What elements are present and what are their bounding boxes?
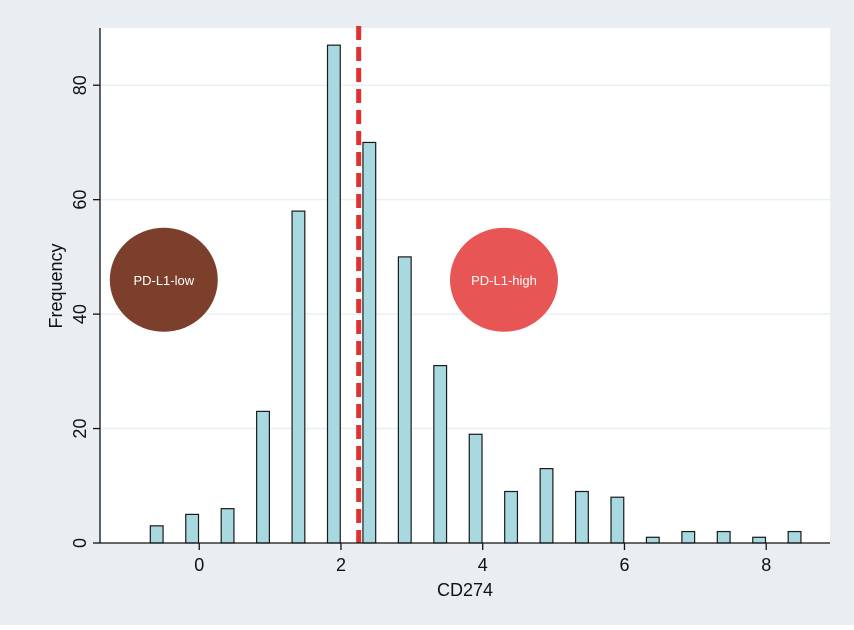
x-tick-label: 6 xyxy=(619,555,629,575)
bar xyxy=(468,433,483,544)
bar xyxy=(433,365,448,544)
x-tick-label: 4 xyxy=(478,555,488,575)
bar xyxy=(610,496,625,544)
bar xyxy=(291,210,306,544)
bar xyxy=(787,530,802,544)
bar xyxy=(397,256,412,544)
bar xyxy=(645,536,660,544)
gridlines xyxy=(100,84,830,430)
bar xyxy=(326,44,341,544)
y-tick-label: 60 xyxy=(70,190,90,210)
bar xyxy=(185,513,200,544)
y-axis-label: Frequency xyxy=(46,243,66,328)
bar xyxy=(256,410,270,544)
y-axis-ticks: 0 20 40 60 80 xyxy=(70,75,100,548)
bar xyxy=(220,508,235,544)
x-axis-ticks: 0 2 4 6 8 xyxy=(194,543,771,575)
bar xyxy=(504,490,519,544)
bar xyxy=(681,530,696,544)
axes xyxy=(99,28,830,544)
y-tick-label: 40 xyxy=(70,304,90,324)
y-tick-label: 20 xyxy=(70,419,90,439)
bar xyxy=(362,141,377,544)
bar xyxy=(574,490,589,544)
x-axis-label: CD274 xyxy=(437,580,493,600)
bar xyxy=(716,530,731,544)
x-tick-label: 8 xyxy=(761,555,771,575)
annotation-circle xyxy=(109,227,218,332)
annotations: PD-L1-low PD-L1-high xyxy=(109,227,558,332)
bar xyxy=(752,536,767,544)
bar xyxy=(539,468,554,544)
annotation-circle xyxy=(449,227,558,332)
x-tick-label: 0 xyxy=(194,555,204,575)
bar xyxy=(149,525,164,544)
y-tick-label: 0 xyxy=(70,538,90,548)
x-tick-label: 2 xyxy=(336,555,346,575)
annotation-label: PD-L1-high xyxy=(471,273,537,288)
annotation-label: PD-L1-low xyxy=(133,273,194,288)
bars xyxy=(149,44,802,544)
y-tick-label: 80 xyxy=(70,75,90,95)
